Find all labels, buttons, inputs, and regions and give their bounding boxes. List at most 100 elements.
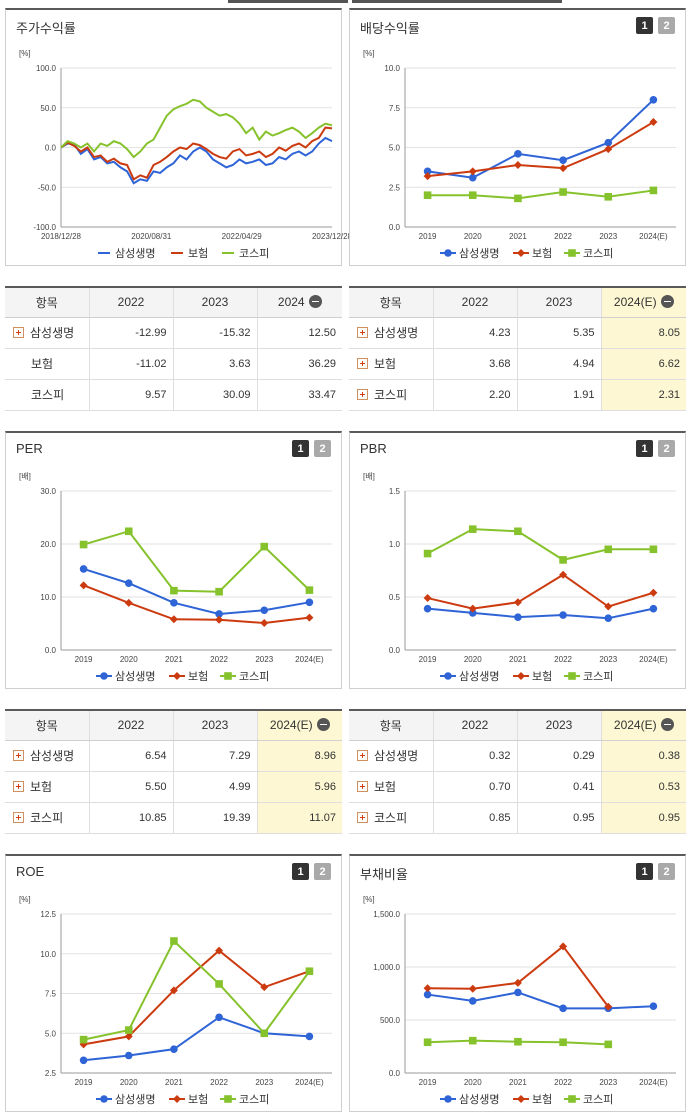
x-tick-label: 2024(E): [295, 1078, 324, 1087]
series-line: [83, 1016, 310, 1062]
x-tick-label: 2020: [120, 655, 138, 664]
period-button-2[interactable]: 2: [314, 440, 331, 457]
row-label: 삼성생명: [374, 326, 419, 340]
data-point: [604, 192, 613, 201]
x-tick-label: 2023/12/28: [312, 232, 353, 241]
period-button-1[interactable]: 1: [636, 440, 653, 457]
data-point: [468, 997, 477, 1005]
series-line: [427, 607, 654, 620]
series-line: [83, 584, 310, 624]
data-point: [514, 1037, 522, 1046]
collapse-icon[interactable]: [660, 718, 674, 732]
collapse-icon[interactable]: [316, 718, 330, 732]
row-label: 코스피: [374, 388, 408, 402]
series-group: [79, 937, 314, 1044]
stock-return-panel: 주가수익률 [%] 100.0 50.0 0.0 -50.0 -100.0 2018/12/…: [5, 8, 353, 266]
table-header-cell: 2024: [256, 286, 342, 318]
y-tick-label: 30.0: [40, 487, 56, 496]
expand-icon[interactable]: [357, 750, 368, 761]
y-tick-label: 0.0: [389, 1069, 401, 1078]
table-row: 삼성생명 -12.99 -15.32 12.50: [5, 317, 342, 349]
header-label: 2024(E): [613, 295, 657, 310]
data-point: [604, 138, 613, 147]
series-line: [83, 949, 310, 1046]
value-cell: 3.68: [432, 348, 517, 380]
legend: 삼성생명 보험 코스피: [96, 1093, 269, 1106]
data-point: [305, 967, 314, 976]
data-point: [215, 946, 224, 955]
expand-icon[interactable]: [13, 781, 24, 792]
row-label: 코스피: [31, 388, 65, 402]
expand-icon[interactable]: [13, 812, 24, 823]
period-button-1[interactable]: 1: [292, 440, 309, 457]
data-point: [423, 984, 432, 993]
data-point: [173, 672, 181, 680]
table-row: 코스피 10.85 19.39 11.07: [5, 802, 342, 834]
data-point: [468, 525, 477, 533]
legend: 삼성생명 보험 코스피: [96, 670, 269, 683]
period-button-2[interactable]: 2: [658, 863, 675, 880]
data-point: [513, 598, 522, 607]
data-point: [468, 167, 477, 176]
chart-svg: [%] 1,500.0 1,000.0 500.0 0.0 2019 2020 2021 202…: [363, 895, 676, 1106]
period-button-1[interactable]: 1: [292, 863, 309, 880]
period-button-1[interactable]: 1: [636, 863, 653, 880]
table-header-cell: 항목: [349, 709, 433, 741]
data-point: [559, 942, 568, 951]
x-tick-label: 2019: [419, 1078, 437, 1087]
collapse-icon[interactable]: [308, 295, 322, 309]
collapse-icon[interactable]: [660, 295, 674, 309]
data-point: [444, 672, 452, 680]
period-button-2[interactable]: 2: [658, 440, 675, 457]
data-point: [513, 978, 522, 987]
data-point: [260, 542, 269, 551]
expand-icon[interactable]: [357, 812, 368, 823]
series-line: [427, 121, 654, 178]
unit-label: [배]: [19, 472, 31, 481]
value-cell: 0.85: [432, 802, 517, 834]
data-point: [517, 1095, 525, 1103]
table-header-cell: 항목: [349, 286, 433, 318]
expand-icon[interactable]: [357, 389, 368, 400]
x-tick-label: 2023: [599, 232, 617, 241]
expand-icon[interactable]: [13, 327, 24, 338]
expand-icon[interactable]: [357, 358, 368, 369]
x-tick-label: 2019: [75, 655, 93, 664]
period-button-1[interactable]: 1: [636, 17, 653, 34]
value-cell: 0.32: [432, 740, 517, 772]
header-label: 2024(E): [269, 718, 313, 733]
expand-icon[interactable]: [13, 750, 24, 761]
header-label: 2022: [117, 295, 145, 310]
data-point: [568, 249, 576, 257]
value-cell: 19.39: [172, 802, 257, 834]
expand-icon[interactable]: [357, 327, 368, 338]
data-point: [559, 611, 567, 619]
row-label: 삼성생명: [374, 749, 419, 763]
row-label-cell: 보험: [5, 771, 89, 803]
legend-label: 보험: [188, 1093, 208, 1106]
data-point: [559, 556, 567, 564]
data-point: [423, 167, 432, 176]
series-line: [427, 528, 654, 561]
legend-label: 코스피: [239, 1093, 269, 1106]
period-button-2[interactable]: 2: [314, 863, 331, 880]
unit-label: [배]: [363, 472, 375, 481]
value-cell: 4.99: [172, 771, 257, 803]
period-button-2[interactable]: 2: [658, 17, 675, 34]
data-point: [514, 527, 522, 536]
header-label: 항목: [379, 295, 402, 310]
table-header-cell: 항목: [5, 709, 89, 741]
table-header-cell: 2022: [432, 286, 517, 318]
data-point: [305, 598, 314, 607]
value-cell: 0.95: [600, 802, 686, 834]
row-label: 코스피: [374, 811, 408, 825]
value-cell: -15.32: [172, 317, 257, 349]
expand-icon[interactable]: [357, 781, 368, 792]
y-tick-label: -50.0: [38, 183, 57, 192]
data-point: [260, 983, 269, 992]
value-cell: 9.57: [88, 379, 173, 411]
data-point: [513, 160, 522, 169]
legend-label: 보험: [532, 670, 552, 683]
value-cell: 2.31: [600, 379, 686, 411]
